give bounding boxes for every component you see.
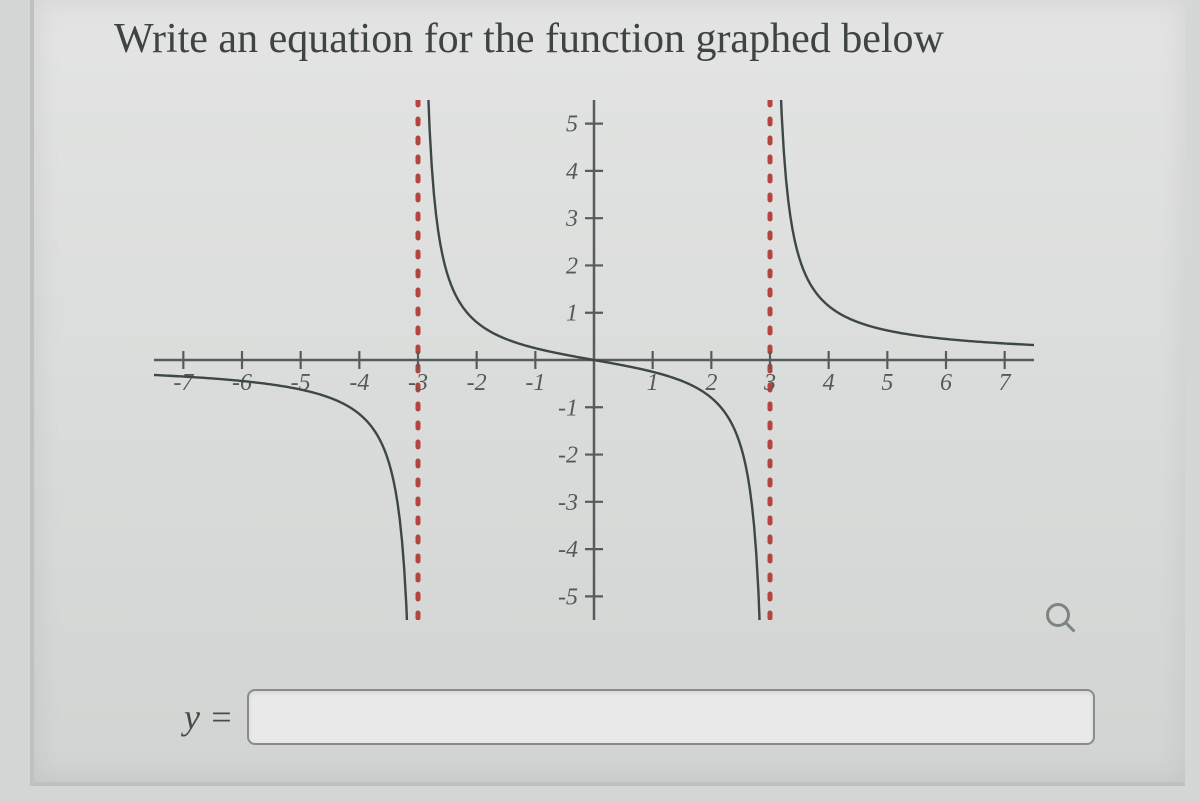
answer-row: y = — [184, 682, 1095, 752]
y-tick-label: -5 — [558, 584, 578, 610]
y-tick-label: -2 — [558, 443, 578, 469]
question-card: Write an equation for the function graph… — [30, 0, 1185, 786]
x-tick-label: 4 — [823, 370, 835, 396]
y-tick-label: 5 — [566, 112, 578, 138]
curve-left-branch — [154, 375, 411, 620]
x-tick-label: 5 — [881, 370, 893, 396]
x-tick-label: -7 — [173, 370, 194, 396]
x-tick-label: 3 — [763, 370, 776, 396]
y-tick-label: -4 — [558, 537, 578, 563]
x-tick-label: 6 — [940, 370, 952, 396]
x-tick-label: 2 — [705, 370, 717, 396]
answer-input[interactable] — [247, 689, 1095, 745]
graph-svg: -7-6-5-4-3-2-11234567-5-4-3-2-112345 — [154, 100, 1034, 620]
x-tick-label: 7 — [999, 370, 1012, 396]
curve-right-branch — [777, 100, 1034, 345]
answer-label: y = — [184, 696, 233, 738]
x-tick-label: -6 — [232, 370, 252, 396]
x-tick-label: -1 — [525, 370, 545, 396]
y-tick-label: 3 — [565, 206, 578, 232]
y-tick-label: -3 — [558, 490, 578, 516]
function-graph: -7-6-5-4-3-2-11234567-5-4-3-2-112345 — [154, 100, 1034, 620]
x-tick-label: -2 — [467, 370, 487, 396]
question-prompt: Write an equation for the function graph… — [114, 15, 944, 63]
y-tick-label: -1 — [558, 395, 578, 421]
y-tick-label: 2 — [566, 253, 578, 279]
y-tick-label: 4 — [566, 159, 578, 185]
x-tick-label: -4 — [349, 370, 369, 396]
x-tick-label: -3 — [408, 370, 428, 396]
y-tick-label: 1 — [566, 301, 578, 327]
magnifier-icon[interactable] — [1043, 600, 1079, 636]
